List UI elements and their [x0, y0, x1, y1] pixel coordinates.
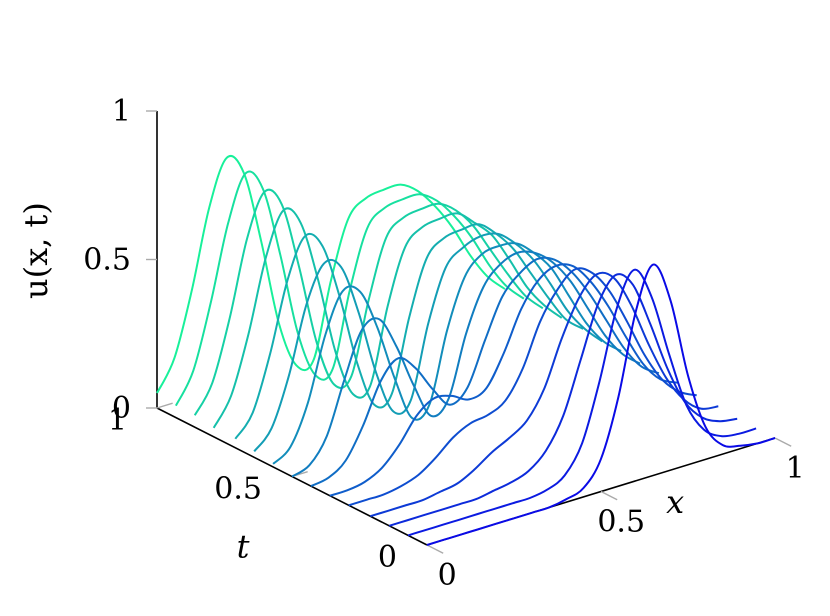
series-line [388, 273, 738, 527]
t-tick-label: 0 [378, 540, 397, 575]
t-tick-label: 1 [108, 403, 127, 438]
series-line [291, 250, 641, 478]
series-line [193, 188, 544, 416]
series-line [234, 223, 584, 440]
series-line [407, 268, 757, 537]
series-line [370, 271, 719, 518]
z-tick-label: 0 [112, 391, 131, 426]
x-tick-mark [426, 544, 444, 554]
t-tick-label: 0.5 [214, 472, 262, 507]
series-line [310, 256, 660, 488]
z-tick-label: 0.5 [83, 243, 131, 278]
series-line [348, 267, 697, 507]
x-tick-mark [600, 490, 618, 501]
series-line [175, 170, 525, 407]
x-tick-label: 0 [438, 558, 457, 593]
series-lines [156, 154, 776, 546]
z-axis-label: u(x, t) [17, 202, 55, 299]
x-tick-label: 0.5 [597, 505, 645, 540]
z-tick-label: 1 [112, 94, 131, 129]
x-tick-label: 1 [786, 451, 805, 486]
x-tick-mark [774, 437, 792, 447]
series-line [156, 154, 506, 394]
series-line [426, 263, 776, 546]
t-tick-mark [156, 402, 173, 409]
series-line [329, 263, 679, 497]
x-axis-label: x [666, 483, 684, 521]
t-axis-label: t [237, 528, 250, 566]
series-line [212, 207, 563, 429]
series-line [272, 242, 622, 465]
